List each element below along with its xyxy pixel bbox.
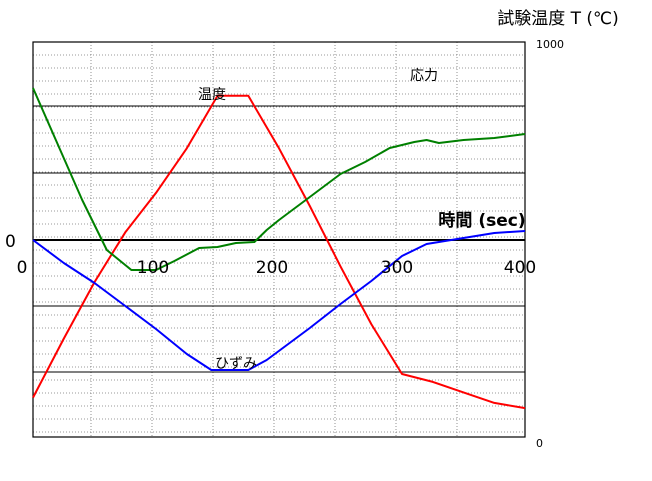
x-tick-400: 400 bbox=[504, 258, 536, 278]
left-zero-label: 0 bbox=[5, 232, 16, 252]
series-line-2 bbox=[32, 230, 526, 371]
x-tick-100: 100 bbox=[137, 258, 169, 278]
series-label-temperature: 温度 bbox=[198, 87, 226, 103]
series-label-strain: ひずみ bbox=[215, 356, 257, 372]
x-tick-200: 200 bbox=[256, 258, 288, 278]
x-tick-300: 300 bbox=[381, 258, 413, 278]
right-tick-bottom: 0 bbox=[536, 437, 543, 450]
series-line-1 bbox=[32, 87, 526, 271]
horizontal-solid-lines bbox=[33, 105, 525, 373]
right-axis-title: 試験温度 T (℃) bbox=[497, 9, 619, 29]
series-label-stress: 応力 bbox=[410, 68, 438, 84]
series-lines bbox=[32, 87, 526, 410]
right-tick-top: 1000 bbox=[536, 38, 564, 51]
x-tick-0: 0 bbox=[17, 258, 28, 278]
series-line-0 bbox=[32, 94, 526, 410]
x-axis-label: 時間 (sec) bbox=[438, 210, 525, 231]
grid bbox=[33, 42, 525, 437]
